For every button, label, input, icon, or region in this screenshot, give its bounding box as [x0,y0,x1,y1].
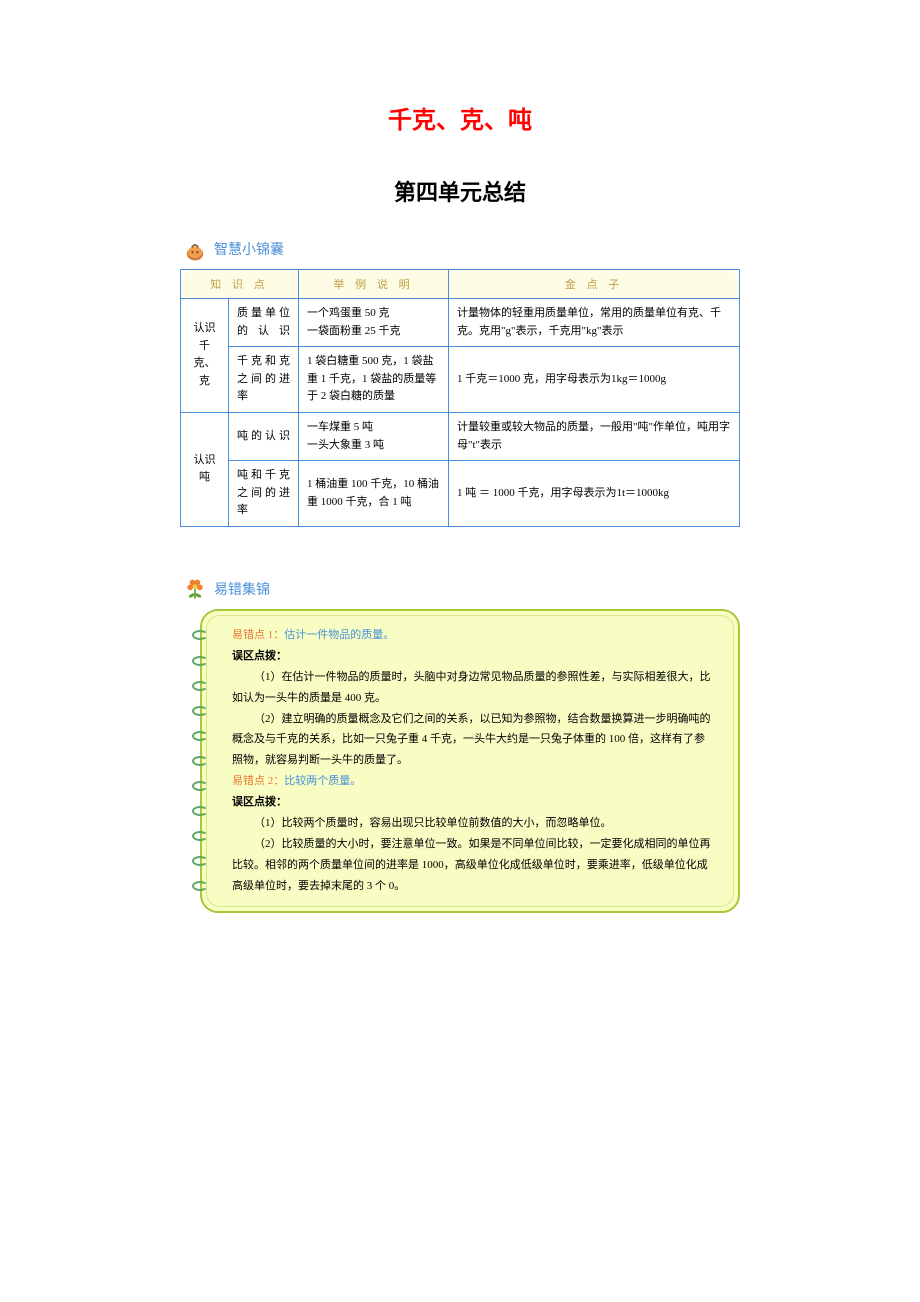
spiral-ring [192,706,208,716]
spiral-ring [192,681,208,691]
section1-header: 智慧小锦囊 [180,237,740,261]
knowledge-table: 知 识 点 举 例 说 明 金 点 子 认识千克、克质量单位的认识一个鸡蛋重 5… [180,269,740,527]
mistake-label: 易错点 2： [232,775,284,787]
mistake-paragraph: （2）建立明确的质量概念及它们之间的关系，以已知为参照物，结合数量换算进一步明确… [232,709,714,772]
mistake-heading: 易错点 2：比较两个质量。 [232,771,714,792]
mistake-box: 易错点 1：估计一件物品的质量。误区点拨：（1）在估计一件物品的质量时，头脑中对… [200,609,740,913]
cell-topic: 质量单位的认识 [229,299,299,347]
section2-header: 易错集锦 [180,577,740,601]
table-row: 认识吨吨的认识一车煤重 5 吨一头大象重 3 吨计量较重或较大物品的质量，一般用… [181,412,740,460]
mistake-paragraph: （2）比较质量的大小时，要注意单位一致。如果是不同单位间比较，一定要化成相同的单… [232,834,714,897]
table-row: 认识千克、克质量单位的认识一个鸡蛋重 50 克一袋面粉重 25 千克计量物体的轻… [181,299,740,347]
spiral-binding [192,623,212,899]
cell-category: 认识吨 [181,412,229,526]
cell-point: 1 吨 ＝ 1000 千克，用字母表示为1t＝1000kg [449,461,740,527]
cell-point: 1 千克＝1000 克，用字母表示为1kg＝1000g [449,347,740,413]
spiral-ring [192,656,208,666]
section1-title: 智慧小锦囊 [214,239,284,259]
spiral-ring [192,856,208,866]
spiral-ring [192,831,208,841]
bag-icon [180,237,210,261]
table-row: 千克和克之间的进率1 袋白糖重 500 克，1 袋盐重 1 千克，1 袋盐的质量… [181,347,740,413]
mistake-paragraph: （1）在估计一件物品的质量时，头脑中对身边常见物品质量的参照性差，与实际相差很大… [232,667,714,709]
flower-icon [180,577,210,601]
cell-example: 一车煤重 5 吨一头大象重 3 吨 [299,412,449,460]
th-example: 举 例 说 明 [299,270,449,299]
spiral-ring [192,781,208,791]
cell-topic: 吨和千克之间的进率 [229,461,299,527]
spiral-ring [192,806,208,816]
th-point: 金 点 子 [449,270,740,299]
mistake-label: 易错点 1： [232,629,284,641]
cell-topic: 吨的认识 [229,412,299,460]
cell-category: 认识千克、克 [181,299,229,413]
mistake-hint-label: 误区点拨： [232,792,714,813]
mistake-title: 估计一件物品的质量。 [284,629,394,641]
spiral-ring [192,630,208,640]
table-header-row: 知 识 点 举 例 说 明 金 点 子 [181,270,740,299]
th-knowledge: 知 识 点 [181,270,299,299]
spiral-ring [192,756,208,766]
cell-example: 一个鸡蛋重 50 克一袋面粉重 25 千克 [299,299,449,347]
cell-example: 1 桶油重 100 千克，10 桶油重 1000 千克，合 1 吨 [299,461,449,527]
cell-example: 1 袋白糖重 500 克，1 袋盐重 1 千克，1 袋盐的质量等于 2 袋白糖的… [299,347,449,413]
sub-title: 第四单元总结 [180,175,740,207]
mistake-hint-label: 误区点拨： [232,646,714,667]
mistake-heading: 易错点 1：估计一件物品的质量。 [232,625,714,646]
spiral-ring [192,881,208,891]
table-row: 吨和千克之间的进率1 桶油重 100 千克，10 桶油重 1000 千克，合 1… [181,461,740,527]
cell-point: 计量较重或较大物品的质量，一般用"吨"作单位，吨用字母"t"表示 [449,412,740,460]
mistake-paragraph: （1）比较两个质量时，容易出现只比较单位前数值的大小，而忽略单位。 [232,813,714,834]
mistake-content: 易错点 1：估计一件物品的质量。误区点拨：（1）在估计一件物品的质量时，头脑中对… [232,625,714,897]
main-title: 千克、克、吨 [180,100,740,135]
cell-topic: 千克和克之间的进率 [229,347,299,413]
spiral-ring [192,731,208,741]
section2-title: 易错集锦 [214,579,270,599]
mistake-title: 比较两个质量。 [284,775,361,787]
cell-point: 计量物体的轻重用质量单位，常用的质量单位有克、千克。克用"g"表示，千克用"kg… [449,299,740,347]
